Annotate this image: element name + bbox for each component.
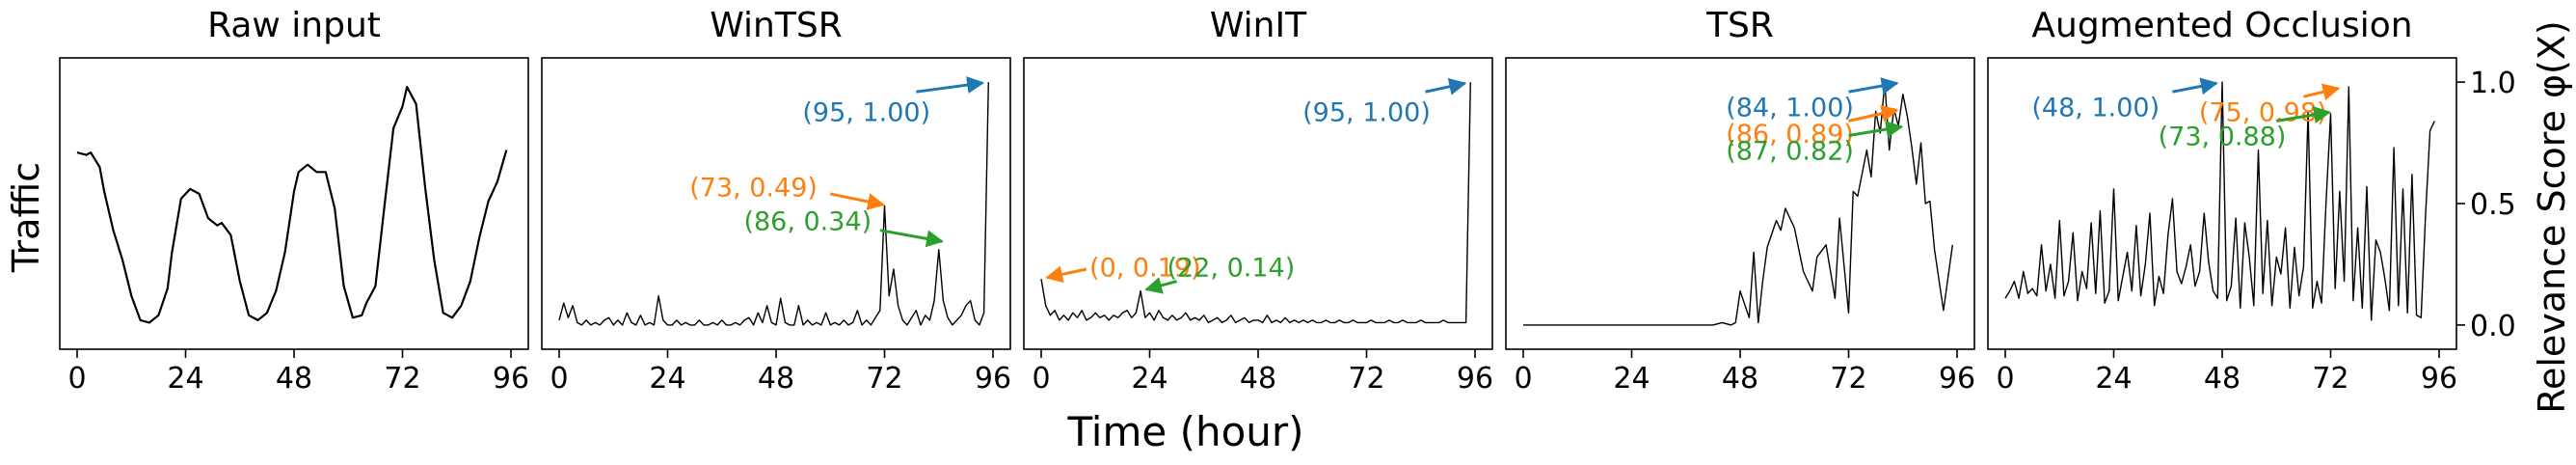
x-tick-label: 24 xyxy=(1131,362,1167,396)
annotation-arrow xyxy=(1848,104,1899,123)
chart-title: TSR xyxy=(1705,6,1774,45)
x-tick-label: 48 xyxy=(276,362,312,396)
annotation-arrow xyxy=(1848,121,1904,138)
x-axis-label: Time (hour) xyxy=(1066,408,1303,455)
x-tick-label: 96 xyxy=(2421,362,2457,396)
annotation-label: (84, 1.00) xyxy=(1726,93,1854,123)
x-tick-label: 0 xyxy=(1032,362,1050,396)
x-tick-label: 72 xyxy=(2312,362,2348,396)
chart-title: WinTSR xyxy=(710,6,842,45)
series-line xyxy=(2004,81,2435,321)
x-tick-label: 0 xyxy=(550,362,568,396)
annotation-label: (87, 0.82) xyxy=(1726,137,1854,167)
annotation-label: (75, 0.98) xyxy=(2199,97,2327,127)
y-tick-label: 0.0 xyxy=(2470,310,2516,343)
annotation-arrow xyxy=(1425,77,1467,96)
x-tick-label: 72 xyxy=(384,362,420,396)
x-tick-label: 72 xyxy=(1830,362,1866,396)
annotation-arrow xyxy=(916,76,985,94)
x-tick-label: 48 xyxy=(1722,362,1758,396)
chart-title: WinIT xyxy=(1210,6,1307,45)
series-line xyxy=(1040,82,1471,324)
plot-frame xyxy=(541,57,1011,350)
panels: Raw input 0 24 48 72 96 WinTSR 0 24 48 72 96 (95, 1.… xyxy=(59,6,2516,396)
x-tick-label: 48 xyxy=(758,362,794,396)
annotation-arrow xyxy=(879,229,944,248)
chart-title: Raw input xyxy=(207,6,381,45)
annotation-arrow xyxy=(2303,83,2341,101)
annotation-arrow xyxy=(2276,106,2332,123)
annotation-arrow xyxy=(1045,265,1087,284)
chart-panel-2: WinTSR 0 24 48 72 96 (95, 1.00) (73, 0.49) (86, … xyxy=(541,6,1011,396)
annotation-arrow xyxy=(1144,277,1178,294)
x-tick-label: 24 xyxy=(2095,362,2132,396)
left-y-axis-label: Traffic xyxy=(5,162,47,273)
x-tick-label: 0 xyxy=(1514,362,1532,396)
series-line xyxy=(558,82,989,326)
chart-panel-4: TSR 0 24 48 72 96 (84, 1.00)(86, 0.89)(87, 0.8… xyxy=(1505,6,1975,396)
chart-panel-5: Augmented Occlusion 0 24 48 72 96 0.0 0.5 1.0 (48… xyxy=(1987,6,2516,396)
x-tick-label: 96 xyxy=(1457,362,1493,396)
series-line xyxy=(76,85,508,324)
annotation-label: (86, 0.34) xyxy=(743,207,872,237)
x-tick-label: 24 xyxy=(649,362,685,396)
y-tick-label: 1.0 xyxy=(2470,67,2516,100)
annotation-label: (95, 1.00) xyxy=(1302,97,1431,127)
annotation-label: (95, 1.00) xyxy=(802,97,930,127)
chart-panel-1: Raw input 0 24 48 72 96 xyxy=(59,6,529,396)
x-tick-label: 0 xyxy=(67,362,86,396)
series-line xyxy=(1523,81,1953,326)
annotation-label: (22, 0.14) xyxy=(1167,253,1296,283)
y-tick-label: 0.5 xyxy=(2470,188,2516,222)
x-tick-label: 72 xyxy=(1348,362,1384,396)
annotation-arrow xyxy=(829,192,886,210)
right-y-axis-label: Relevance Score φ(X) xyxy=(2531,20,2573,413)
annotation-arrow xyxy=(2172,77,2218,96)
annotation-label: (73, 0.49) xyxy=(689,173,818,203)
x-tick-label: 96 xyxy=(1939,362,1975,396)
annotation-arrow xyxy=(1848,77,1899,95)
x-tick-label: 96 xyxy=(493,362,529,396)
x-tick-label: 24 xyxy=(1613,362,1650,396)
x-tick-label: 24 xyxy=(167,362,203,396)
annotation-label: (73, 0.88) xyxy=(2159,123,2287,152)
chart-title: Augmented Occlusion xyxy=(2031,6,2412,45)
annotation-label: (86, 0.89) xyxy=(1726,120,1854,150)
x-tick-label: 48 xyxy=(2204,362,2241,396)
x-tick-label: 48 xyxy=(1240,362,1276,396)
annotation-label: (48, 1.00) xyxy=(2031,93,2160,123)
plot-frame xyxy=(59,57,529,350)
x-tick-label: 96 xyxy=(975,362,1011,396)
x-tick-label: 72 xyxy=(866,362,902,396)
x-tick-label: 0 xyxy=(1996,362,2014,396)
